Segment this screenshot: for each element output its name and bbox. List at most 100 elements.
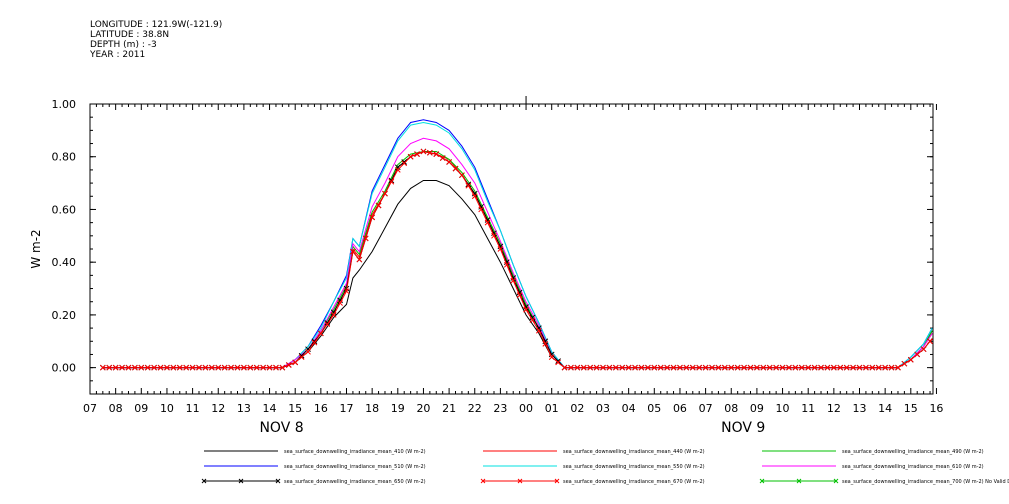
series-marker-8 — [247, 364, 254, 371]
series-marker-8 — [285, 362, 292, 368]
series-marker-8 — [927, 338, 933, 345]
series-marker-8 — [677, 364, 683, 371]
legend-label: sea_surface_downwelling_irradiance_mean_… — [563, 479, 705, 485]
series-marker-8 — [478, 206, 485, 213]
series-marker-8 — [734, 364, 741, 371]
series-marker-8 — [292, 359, 299, 366]
series-marker-8 — [747, 364, 754, 371]
series-marker-8 — [330, 312, 337, 318]
series-marker-8 — [510, 277, 517, 284]
x-tick-label: 04 — [622, 402, 636, 415]
series-line-7 — [102, 150, 933, 369]
date-label: NOV 8 — [259, 420, 303, 436]
longitude-label: LONGITUDE : 121.9W(-121.9) — [90, 20, 223, 30]
x-tick-label: 01 — [545, 402, 559, 415]
series-marker-8 — [754, 364, 760, 371]
series-line-2 — [102, 150, 933, 369]
series-marker-8 — [388, 178, 395, 185]
series-marker-8 — [369, 214, 376, 221]
series-marker-8 — [779, 364, 786, 371]
series-marker-8 — [792, 364, 799, 371]
series-marker-7 — [555, 358, 561, 364]
x-tick-label: 05 — [647, 402, 661, 415]
series-marker-8 — [164, 364, 170, 371]
x-tick-label: 15 — [904, 402, 918, 415]
series-marker-8 — [112, 364, 119, 371]
series-marker-8 — [337, 300, 343, 306]
legend-label: sea_surface_downwelling_irradiance_mean_… — [284, 479, 426, 485]
series-marker-8 — [382, 190, 388, 197]
series-marker-8 — [151, 364, 157, 371]
series-marker-8 — [516, 292, 523, 298]
series-marker-8 — [529, 317, 536, 324]
series-marker-8 — [561, 364, 568, 371]
x-tick-label: 07 — [83, 402, 97, 415]
x-tick-label: 13 — [237, 402, 251, 415]
legend-marker — [759, 478, 765, 484]
series-marker-8 — [375, 202, 382, 209]
series-marker-8 — [863, 364, 869, 371]
series-marker-8 — [625, 364, 632, 371]
series-marker-8 — [907, 356, 914, 363]
series-marker-8 — [125, 364, 132, 371]
series-marker-8 — [132, 364, 138, 371]
series-marker-8 — [805, 364, 812, 371]
series-marker-8 — [657, 364, 664, 371]
series-marker-8 — [394, 167, 401, 173]
series-marker-8 — [612, 364, 619, 371]
series-marker-8 — [311, 339, 318, 346]
series-marker-8 — [407, 153, 414, 160]
x-tick-label: 21 — [442, 402, 456, 415]
series-marker-8 — [202, 364, 209, 371]
legend-label: sea_surface_downwelling_irradiance_mean_… — [563, 449, 705, 455]
x-tick-label: 10 — [776, 402, 790, 415]
x-tick-label: 08 — [109, 402, 123, 415]
series-marker-8 — [317, 330, 324, 337]
x-tick-label: 14 — [263, 402, 277, 415]
series-marker-8 — [228, 364, 234, 371]
series-line-3 — [102, 151, 933, 369]
series-marker-8 — [350, 248, 356, 255]
series-marker-8 — [689, 364, 696, 371]
series-marker-8 — [619, 364, 626, 371]
x-tick-label: 15 — [288, 402, 302, 415]
series-marker-8 — [606, 364, 613, 371]
series-group — [99, 119, 933, 371]
series-marker-8 — [600, 364, 606, 371]
series-marker-8 — [119, 364, 125, 371]
series-marker-8 — [452, 165, 459, 172]
series-marker-8 — [99, 364, 106, 371]
x-tick-label: 09 — [750, 402, 764, 415]
legend-label: sea_surface_downwelling_irradiance_mean_… — [842, 449, 984, 455]
depth-label: DEPTH (m) : -3 — [90, 40, 157, 50]
x-tick-label: 11 — [186, 402, 200, 415]
series-marker-8 — [401, 160, 408, 167]
series-marker-8 — [914, 351, 921, 358]
year-label: YEAR : 2011 — [90, 50, 146, 60]
y-tick-label: 0.80 — [52, 151, 77, 164]
series-marker-8 — [895, 364, 901, 371]
series-marker-8 — [587, 364, 594, 371]
series-marker-8 — [798, 364, 805, 371]
series-marker-8 — [279, 364, 286, 371]
series-marker-8 — [760, 364, 767, 371]
series-marker-8 — [830, 364, 837, 371]
series-marker-8 — [491, 232, 497, 239]
date-label: NOV 9 — [721, 420, 765, 436]
series-marker-8 — [920, 346, 927, 353]
series-marker-8 — [324, 321, 331, 327]
legend-marker — [275, 478, 281, 484]
series-marker-8 — [888, 364, 895, 371]
x-tick-label: 07 — [699, 402, 713, 415]
legend-marker — [480, 478, 486, 484]
series-marker-8 — [683, 364, 690, 371]
x-tick-label: 09 — [134, 402, 148, 415]
series-marker-8 — [215, 364, 222, 371]
series-marker-8 — [305, 348, 311, 355]
series-marker-8 — [503, 261, 510, 268]
legend-label: sea_surface_downwelling_irradiance_mean_… — [284, 449, 426, 455]
legend-marker — [833, 478, 839, 484]
series-marker-8 — [593, 364, 600, 371]
series-marker-8 — [818, 364, 824, 371]
